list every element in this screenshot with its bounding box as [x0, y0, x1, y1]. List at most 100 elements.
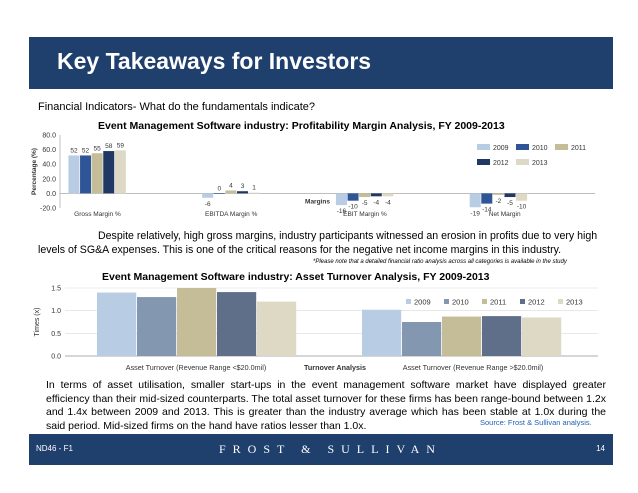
- chart2-bar-2010: [402, 322, 442, 356]
- chart1-bar-2011: [492, 193, 504, 195]
- chart1-y-tick-label: 0.0: [46, 191, 56, 198]
- chart2-y-axis-label: Times (x): [34, 308, 41, 337]
- chart2-legend-swatch-2009: [406, 299, 411, 304]
- chart1-data-label: -14: [482, 207, 492, 214]
- chart1-legend-label: 2011: [571, 145, 586, 152]
- chart1-y-tick-label: 40.0: [42, 162, 56, 169]
- chart1-title: Event Management Software industry: Prof…: [98, 120, 505, 132]
- chart1-data-label: -6: [205, 201, 211, 208]
- chart2-bar-2010: [137, 297, 177, 356]
- chart1-bar-2009: [469, 193, 481, 208]
- chart2-y-tick-label: 1.5: [51, 286, 61, 293]
- chart1-category-label: Net Margin: [489, 211, 521, 218]
- chart2-bar-2009: [362, 309, 402, 356]
- chart2-bar-2011: [177, 288, 217, 356]
- chart1-category-label: EBIT Margin %: [343, 211, 387, 218]
- chart1-data-label: 0: [217, 185, 221, 192]
- chart1-data-label: -19: [470, 210, 480, 217]
- chart1-data-label: -10: [517, 204, 527, 211]
- title-banner: Key Takeaways for Investors: [29, 37, 613, 89]
- chart2-y-tick-label: 1.0: [51, 308, 61, 315]
- chart2-x-axis-label: Turnover Analysis: [304, 363, 366, 372]
- chart2-legend-label: 2011: [490, 298, 506, 307]
- chart1-data-label: -5: [507, 200, 513, 207]
- chart1-bar-2011: [359, 193, 371, 198]
- chart1-data-label: 58: [105, 143, 113, 150]
- source-note: Source: Frost & Sullivan analysis.: [480, 418, 592, 427]
- chart2-bar-2009: [97, 292, 137, 356]
- chart2-y-tick-label: 0.5: [51, 331, 61, 338]
- chart2-legend-label: 2010: [452, 298, 469, 307]
- chart1-y-axis-label: Percentage (%): [31, 148, 38, 195]
- chart1-data-label: -10: [348, 204, 358, 211]
- chart2-legend-swatch-2010: [444, 299, 449, 304]
- chart1-y-tick-label: -20.0: [40, 206, 56, 213]
- chart1-bar-2013: [382, 193, 394, 197]
- section-subtitle: Financial Indicators- What do the fundam…: [38, 101, 315, 113]
- profitability-commentary: Despite relatively, high gross margins, …: [38, 230, 598, 256]
- page-number: 14: [596, 444, 605, 453]
- chart1-data-label: -4: [385, 199, 391, 206]
- chart2-category-label: Asset Turnover (Revenue Range <$20.0mil): [126, 363, 266, 372]
- chart2-bar-2013: [522, 317, 562, 356]
- chart1-data-label: 52: [70, 147, 78, 154]
- chart1-bar-2012: [504, 193, 516, 198]
- chart1-bar-2009: [202, 193, 214, 198]
- chart1-bar-2009: [68, 155, 80, 194]
- chart2-legend-label: 2009: [414, 298, 431, 307]
- chart1-legend-swatch-2011: [555, 144, 568, 150]
- chart1-legend-swatch-2012: [477, 159, 490, 165]
- chart1-bar-2010: [481, 193, 493, 204]
- chart2-bar-2011: [442, 316, 482, 356]
- chart1-legend-label: 2013: [532, 160, 548, 167]
- chart1-data-label: 59: [117, 142, 125, 149]
- footer-bar: ND46 - F1 FROST & SULLIVAN 14: [29, 434, 613, 465]
- chart1-legend-swatch-2010: [516, 144, 529, 150]
- chart1-bar-2013: [516, 193, 528, 201]
- chart2-bar-2012: [482, 316, 522, 356]
- chart1-bar-2009: [335, 193, 347, 206]
- chart1-legend-label: 2010: [532, 145, 548, 152]
- chart1-x-axis-label: Margins: [305, 198, 330, 205]
- chart2-bar-2013: [257, 301, 297, 356]
- chart1-data-label: -2: [496, 198, 502, 205]
- chart2-legend-swatch-2011: [482, 299, 487, 304]
- chart1-bar-2012: [103, 151, 115, 194]
- chart1-bar-2010: [80, 155, 92, 194]
- chart1-bar-2011: [225, 190, 237, 194]
- chart1-bar-2012: [237, 191, 248, 194]
- chart2-legend-swatch-2012: [520, 299, 525, 304]
- chart1-category-label: Gross Margin %: [74, 211, 121, 218]
- chart2-category-label: Asset Turnover (Revenue Range >$20.0mil): [403, 363, 543, 372]
- footer-brand: FROST & SULLIVAN: [219, 442, 442, 456]
- chart1-legend-label: 2009: [493, 145, 509, 152]
- chart1-data-label: -4: [373, 199, 379, 206]
- footer-code: ND46 - F1: [36, 444, 73, 453]
- chart2-title: Event Management Software industry: Asse…: [102, 271, 490, 283]
- chart1-legend-swatch-2013: [516, 159, 529, 165]
- chart1-y-tick-label: 20.0: [42, 176, 56, 183]
- chart1-data-label: 52: [82, 147, 90, 154]
- chart1-data-label: -5: [362, 200, 368, 207]
- chart1-bar-2010: [347, 193, 359, 201]
- footnote: *Please note that a detailed financial r…: [313, 259, 567, 265]
- chart1-data-label: 4: [229, 182, 233, 189]
- chart1-bar-2012: [370, 193, 382, 197]
- chart2-bar-2012: [217, 292, 257, 356]
- chart1-bar-2011: [91, 153, 103, 194]
- asset-turnover-commentary: In terms of asset utilisation, smaller s…: [46, 379, 606, 432]
- chart2-legend-label: 2012: [528, 298, 545, 307]
- chart1-data-label: -16: [337, 208, 347, 215]
- chart1-category-label: EBITDA Margin %: [205, 211, 258, 218]
- chart2-y-tick-label: 0.0: [51, 354, 61, 361]
- chart1-y-tick-label: 80.0: [42, 133, 56, 140]
- chart2-legend-label: 2013: [566, 298, 583, 307]
- chart2-legend-swatch-2013: [558, 299, 563, 304]
- chart1-data-label: 55: [94, 145, 102, 152]
- chart1-legend-label: 2012: [493, 160, 509, 167]
- chart1-bar-2013: [248, 192, 260, 194]
- page-title: Key Takeaways for Investors: [57, 48, 372, 74]
- chart1-y-tick-label: 60.0: [42, 147, 56, 154]
